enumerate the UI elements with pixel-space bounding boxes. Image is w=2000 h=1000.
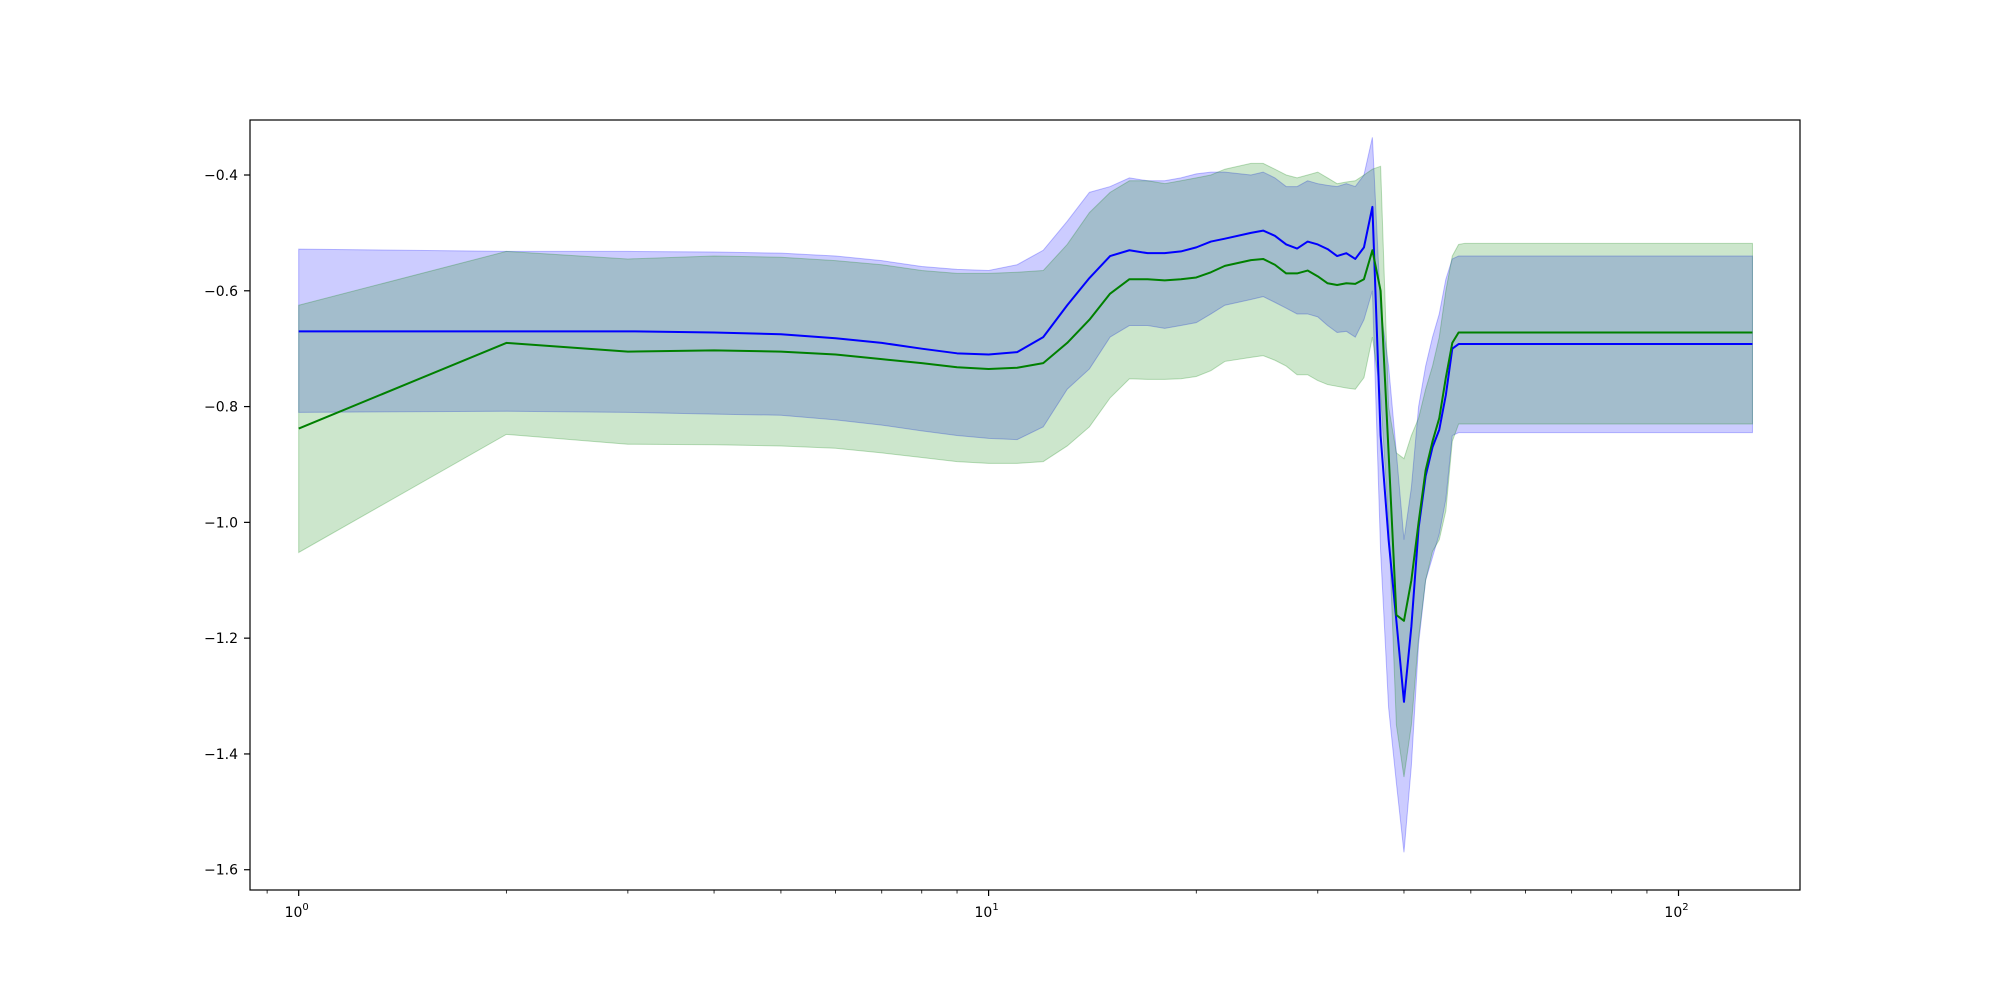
x-tick-label: 100	[285, 902, 309, 921]
y-tick-label: −1.6	[204, 863, 238, 879]
series-1-line	[298, 249, 1753, 622]
plot-area: −1.6 −1.4 −1.2 −1.0 −0.8 −0.6 −0.4 100 101 102	[204, 137, 1753, 921]
series-1-band	[298, 162, 1753, 778]
x-tick-label: 102	[1664, 902, 1688, 921]
axes-frame	[249, 119, 1801, 891]
y-tick-label: −0.4	[204, 168, 238, 184]
series-0-band	[298, 137, 1753, 853]
y-tick-label: −1.2	[204, 631, 238, 647]
y-tick-label: −1.4	[204, 747, 238, 763]
y-tick-label: −0.8	[204, 400, 238, 416]
y-tick-label: −1.0	[204, 515, 238, 531]
x-tick-label: 101	[975, 902, 999, 921]
y-tick-label: −0.6	[204, 284, 238, 300]
